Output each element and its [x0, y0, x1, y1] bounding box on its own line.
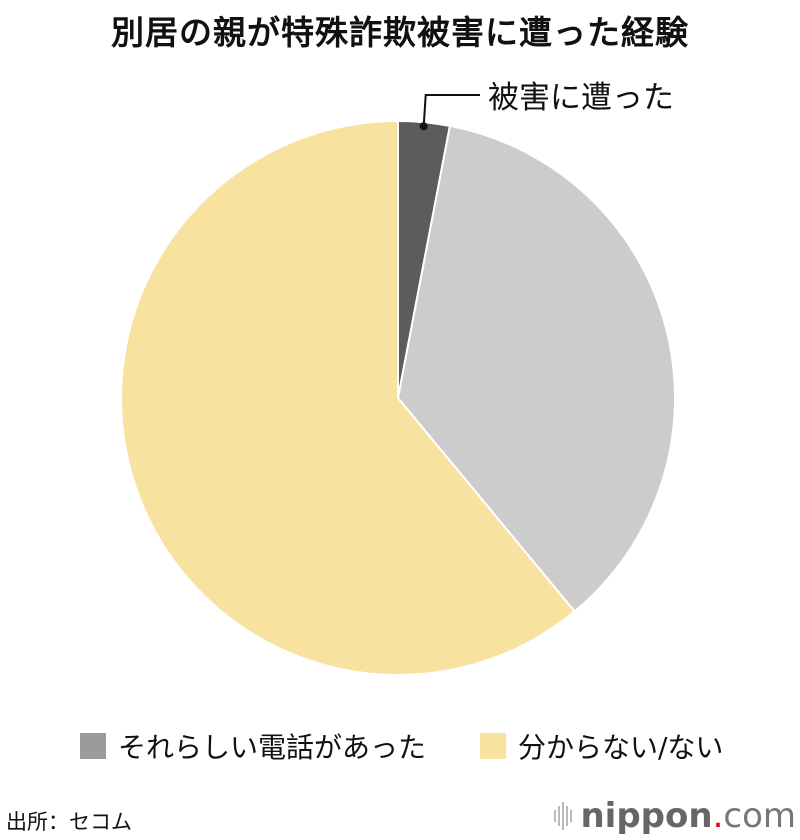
logo-bars-icon	[554, 802, 573, 830]
legend-swatch	[480, 733, 506, 759]
chart-title: 別居の親が特殊詐欺被害に遭った経験	[111, 13, 689, 52]
nippon-logo[interactable]: nippon. com	[554, 796, 796, 836]
legend-item-unknown: 分からない/ない	[480, 726, 723, 766]
legend-swatch	[80, 733, 106, 759]
callout-line	[422, 94, 480, 127]
slice-label-victim: 被害に遭った	[488, 80, 674, 116]
legend-label: 分からない/ない	[518, 731, 724, 764]
pie-slice-2	[120, 119, 576, 676]
legend-item-call: それらしい電話があった	[80, 726, 426, 766]
pie-chart: 被害に遭った	[120, 80, 676, 676]
source-note: 出所：セコム	[6, 810, 132, 834]
callout-dot	[419, 122, 428, 131]
pie-slice-1	[396, 124, 676, 613]
legend-label: それらしい電話があった	[118, 731, 427, 764]
